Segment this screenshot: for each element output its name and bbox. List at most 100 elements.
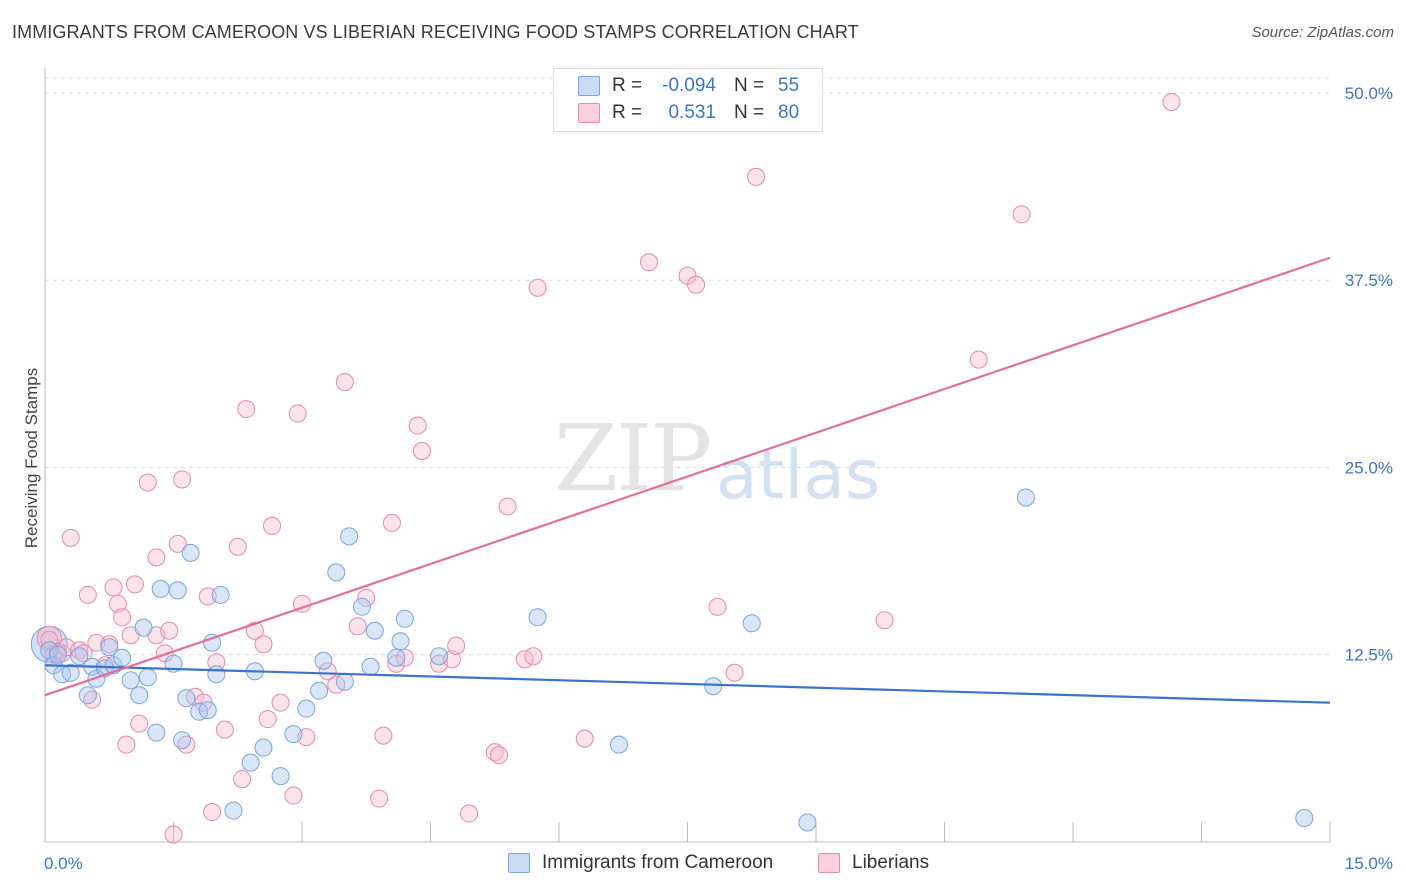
cameroon-point [365, 621, 384, 640]
liberian-point [78, 585, 97, 604]
cameroon-point [297, 699, 316, 718]
cameroon-point [147, 723, 166, 742]
cameroon-point [528, 608, 547, 627]
cameroon-point [40, 641, 59, 660]
cameroon-point [181, 543, 200, 562]
y-tick-label: 25.0% [1345, 458, 1393, 477]
liberian-point [263, 516, 282, 535]
cameroon-point [211, 585, 230, 604]
legend-row-cameroon: R = -0.094 N = 55 [578, 74, 799, 98]
chart-source: Source: ZipAtlas.com [1251, 24, 1394, 41]
cameroon-point [271, 767, 290, 786]
cameroon-point [61, 663, 80, 682]
cameroon-point [1295, 809, 1314, 828]
liberian-point [113, 608, 132, 627]
legend-n-label: N = [734, 102, 765, 123]
liberian-point [108, 594, 127, 613]
y-tick-label: 37.5% [1345, 271, 1393, 290]
liberian-point [335, 373, 354, 392]
legend-n-value: 55 [778, 75, 800, 96]
liberian-point [173, 470, 192, 489]
liberian-point [382, 513, 401, 532]
liberian-point [117, 735, 136, 754]
liberian-point [237, 400, 256, 419]
cameroon-point [207, 665, 226, 684]
liberian-point [460, 804, 479, 823]
liberian-point [61, 528, 80, 547]
liberian-point [524, 647, 543, 666]
legend-r-label: R = [612, 75, 643, 96]
cameroon-point [78, 686, 97, 705]
legend-swatch-liberian [578, 103, 600, 123]
cameroon-point [742, 614, 761, 633]
cameroon-point [224, 801, 243, 820]
liberian-point [1162, 92, 1181, 111]
liberian-point [447, 636, 466, 655]
series-swatch-liberian [818, 853, 840, 873]
series-label-cameroon: Immigrants from Cameroon [542, 852, 774, 873]
liberian-point [130, 714, 149, 733]
cameroon-point [151, 579, 170, 598]
legend-r-value: 0.531 [668, 102, 716, 123]
liberian-point [160, 621, 179, 640]
cameroon-point [284, 725, 303, 744]
cameroon-point [1016, 488, 1035, 507]
liberian-point [374, 726, 393, 745]
chart-title: IMMIGRANTS FROM CAMEROON VS LIBERIAN REC… [12, 22, 859, 42]
cameroon-point [430, 647, 449, 666]
cameroon-point [327, 563, 346, 582]
cameroon-point [173, 731, 192, 750]
legend-n-value: 80 [778, 102, 800, 123]
x-tick-label-left: 0.0% [44, 854, 83, 873]
liberian-point [687, 275, 706, 294]
cameroon-point [198, 701, 217, 720]
liberian-point [254, 635, 273, 654]
liberian-point [164, 825, 183, 844]
cameroon-point [314, 651, 333, 670]
liberian-point [284, 786, 303, 805]
legend-swatch-cameroon [578, 76, 600, 96]
liberian-point [725, 663, 744, 682]
cameroon-point [310, 681, 329, 700]
legend-n-label: N = [734, 75, 765, 96]
series-legend: Immigrants from Cameroon Liberians [0, 852, 1406, 878]
y-tick-label: 50.0% [1345, 84, 1393, 103]
series-legend-cameroon: Immigrants from Cameroon [508, 852, 773, 874]
series-swatch-cameroon [508, 853, 530, 873]
liberian-point [875, 611, 894, 630]
cameroon-point [241, 753, 260, 772]
liberian-point [203, 803, 222, 822]
cameroon-point [134, 618, 153, 637]
liberian-point [528, 278, 547, 297]
cameroon-point [340, 527, 359, 546]
cameroon-point [100, 638, 119, 657]
liberian-point [412, 442, 431, 461]
cameroon-point [395, 609, 414, 628]
cameroon-point [798, 813, 817, 832]
liberian-trendline [44, 256, 1331, 697]
liberian-point [408, 416, 427, 435]
liberian-point [1012, 205, 1031, 224]
cameroon-point [138, 668, 157, 687]
liberian-point [228, 537, 247, 556]
cameroon-point [70, 647, 89, 666]
liberian-point [245, 621, 264, 640]
liberian-point [104, 578, 123, 597]
cameroon-point [387, 648, 406, 667]
liberian-point [288, 404, 307, 423]
x-tick-label-right: 15.0% [1345, 854, 1393, 873]
cameroon-point [254, 738, 273, 757]
cameroon-point [391, 632, 410, 651]
cameroon-point [168, 581, 187, 600]
liberian-point [370, 789, 389, 808]
cameroon-point [203, 633, 222, 652]
cameroon-point [704, 677, 723, 696]
liberian-point [708, 597, 727, 616]
cameroon-point [121, 671, 140, 690]
legend-row-liberian: R = 0.531 N = 80 [578, 101, 799, 125]
cameroon-point [335, 672, 354, 691]
liberian-point [357, 588, 376, 607]
cameroon-point [130, 686, 149, 705]
cameroon-point [361, 657, 380, 676]
